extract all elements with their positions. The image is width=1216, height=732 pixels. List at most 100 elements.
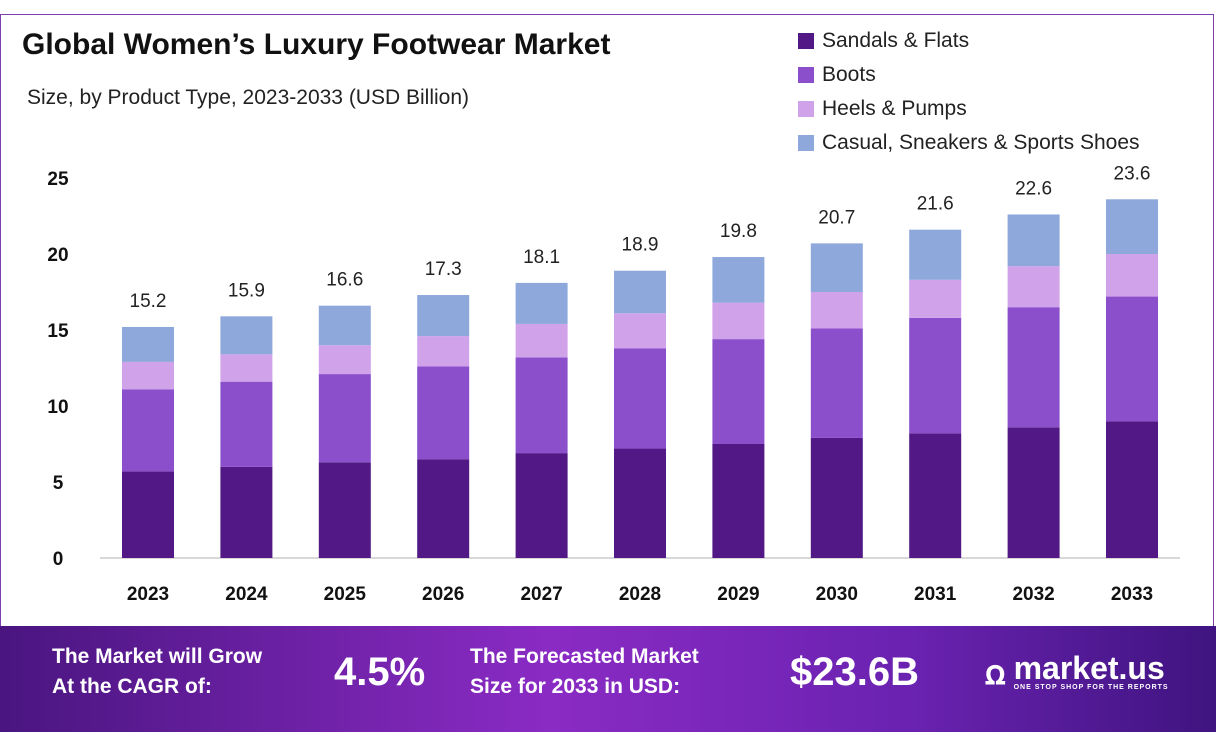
chart-frame	[0, 14, 1214, 626]
market-us-logo: ꭥ market.us ONE STOP SHOP FOR THE REPORT…	[985, 648, 1169, 694]
bar-segment	[614, 313, 666, 349]
bar-segment	[1106, 254, 1158, 297]
total-label: 21.6	[917, 194, 954, 215]
x-tick-label: 2029	[717, 584, 759, 605]
total-label: 19.8	[720, 221, 757, 242]
bar-segment	[318, 305, 371, 346]
y-tick-label: 10	[47, 397, 68, 418]
legend-label: Sandals & Flats	[822, 29, 970, 52]
x-tick-label: 2025	[324, 584, 367, 605]
total-label: 15.2	[130, 291, 167, 312]
cagr-value: 4.5%	[334, 650, 426, 694]
legend-label: Casual, Sneakers & Sports Shoes	[822, 131, 1140, 154]
forecast-value: $23.6B	[790, 650, 919, 694]
total-label: 23.6	[1114, 163, 1151, 184]
legend-swatch	[798, 135, 814, 151]
legend-swatch	[798, 101, 814, 117]
legend-item-sandals: Sandals & Flats	[798, 24, 1140, 58]
cagr-label-line1: The Market will Grow	[52, 645, 263, 668]
bar-segment	[220, 466, 273, 558]
bar-segment	[220, 354, 273, 382]
legend-item-casual: Casual, Sneakers & Sports Shoes	[798, 126, 1140, 160]
bar-segment	[515, 323, 568, 358]
chart-subtitle: Size, by Product Type, 2023-2033 (USD Bi…	[27, 86, 470, 109]
legend-label: Heels & Pumps	[822, 97, 967, 120]
bar-segment	[417, 336, 470, 367]
x-tick-label: 2028	[619, 584, 661, 605]
logo-name: market.us	[1013, 649, 1165, 686]
chart-title: Global Women’s Luxury Footwear Market	[22, 28, 611, 61]
bar-segment	[122, 326, 174, 362]
total-label: 16.6	[326, 270, 363, 291]
y-tick-label: 25	[47, 169, 69, 190]
x-tick-label: 2033	[1111, 584, 1153, 605]
bar-segment	[1106, 199, 1158, 254]
bar-segment	[318, 345, 371, 375]
legend-item-boots: Boots	[798, 58, 1140, 92]
x-tick-label: 2027	[520, 584, 562, 605]
bar-segment	[909, 279, 962, 318]
bar-segment	[122, 471, 174, 558]
bar-segment	[220, 381, 273, 467]
bar-segment	[417, 366, 470, 460]
summary-banner: The Market will Grow At the CAGR of: 4.5…	[0, 626, 1216, 732]
bar-segment	[909, 317, 962, 434]
bar-segment	[1007, 307, 1060, 428]
bar-segment	[1007, 266, 1060, 308]
bar-segment	[810, 328, 863, 438]
bar-segment	[122, 389, 174, 472]
legend-label: Boots	[822, 63, 876, 86]
total-label: 17.3	[425, 259, 462, 280]
bar-segment	[1106, 421, 1158, 558]
cagr-label: The Market will Grow At the CAGR of:	[52, 642, 262, 702]
bar-segment	[810, 243, 863, 292]
bar-segment	[515, 453, 568, 558]
bar-segment	[318, 462, 371, 558]
total-label: 20.7	[818, 207, 855, 228]
stacked-bar-chart: 051015202515.2202315.9202416.6202517.320…	[47, 163, 1180, 605]
x-tick-label: 2031	[914, 584, 957, 605]
forecast-label: The Forecasted Market Size for 2033 in U…	[470, 642, 699, 702]
bar-segment	[614, 448, 666, 558]
total-label: 15.9	[228, 280, 265, 301]
x-tick-label: 2026	[422, 584, 464, 605]
legend-swatch	[798, 67, 814, 83]
bar-segment	[515, 357, 568, 454]
bar-segment	[1106, 296, 1158, 422]
logo-tagline: ONE STOP SHOP FOR THE REPORTS	[1013, 683, 1169, 691]
legend-swatch	[798, 33, 814, 49]
bar-segment	[909, 229, 962, 280]
y-tick-label: 15	[47, 321, 69, 342]
total-label: 18.1	[523, 247, 560, 268]
bar-segment	[515, 282, 568, 324]
x-tick-label: 2032	[1012, 584, 1054, 605]
bar-segment	[712, 257, 765, 303]
legend-item-heels: Heels & Pumps	[798, 92, 1140, 126]
cagr-label-line2: At the CAGR of:	[52, 675, 212, 698]
bar-segment	[712, 339, 765, 444]
bar-segment	[810, 292, 863, 329]
x-tick-label: 2030	[816, 584, 858, 605]
bar-segment	[417, 295, 470, 337]
x-tick-label: 2023	[127, 584, 169, 605]
bar-segment	[712, 444, 765, 558]
bar-segment	[614, 348, 666, 449]
legend: Sandals & Flats Boots Heels & Pumps Casu…	[798, 24, 1140, 160]
bar-segment	[220, 316, 273, 355]
bar-segment	[712, 302, 765, 340]
y-tick-label: 0	[53, 549, 64, 570]
bar-segment	[810, 437, 863, 558]
y-tick-label: 20	[47, 245, 68, 266]
total-label: 18.9	[622, 235, 659, 256]
bar-segment	[1007, 427, 1060, 558]
logo-icon: ꭥ	[985, 654, 1006, 692]
bar-segment	[417, 459, 470, 558]
bar-segment	[614, 270, 666, 314]
y-tick-label: 5	[53, 473, 64, 494]
bar-segment	[318, 374, 371, 463]
total-label: 22.6	[1015, 178, 1052, 199]
bar-segment	[122, 361, 174, 390]
x-tick-label: 2024	[225, 584, 268, 605]
bar-segment	[1007, 214, 1060, 267]
forecast-label-line1: The Forecasted Market	[470, 645, 699, 668]
